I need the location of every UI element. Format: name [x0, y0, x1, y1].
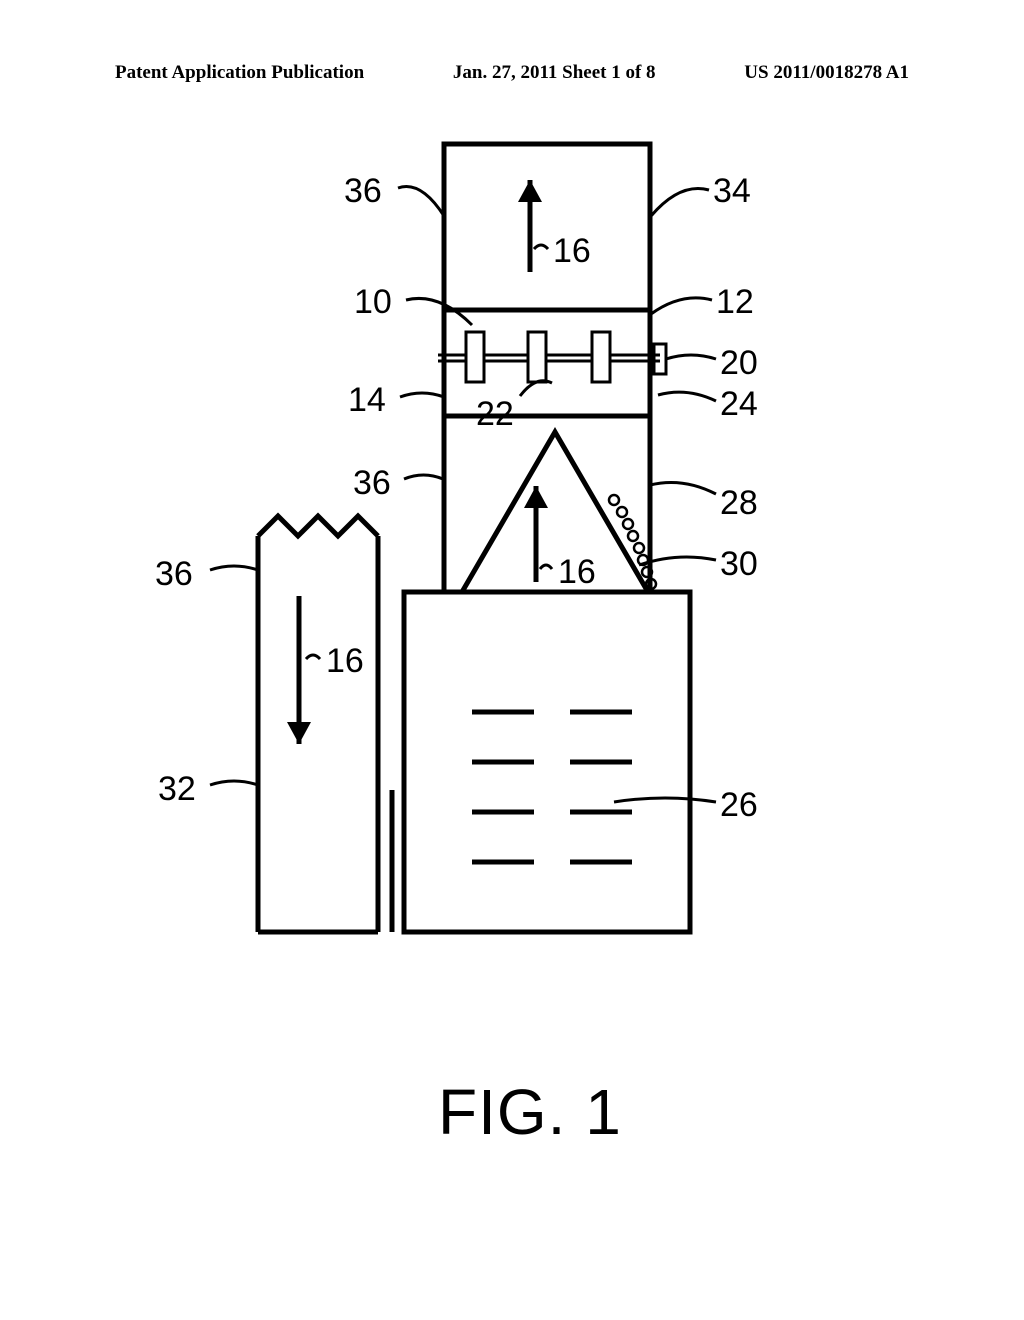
ref-numeral: 28: [720, 484, 758, 523]
ref-numeral: 20: [720, 344, 758, 383]
ref-numeral: 16: [326, 642, 364, 681]
ref-numeral: 26: [720, 786, 758, 825]
ref-numeral: 32: [158, 770, 196, 809]
ref-numeral: 12: [716, 283, 754, 322]
ref-numeral: 36: [155, 555, 193, 594]
ref-numeral: 14: [348, 381, 386, 420]
ref-numeral: 24: [720, 385, 758, 424]
ref-numeral: 36: [353, 464, 391, 503]
ref-numeral: 16: [558, 553, 596, 592]
ref-numeral: 36: [344, 172, 382, 211]
ref-numeral: 34: [713, 172, 751, 211]
ref-numeral: 30: [720, 545, 758, 584]
ref-numeral: 22: [476, 395, 514, 434]
ref-numeral: 10: [354, 283, 392, 322]
ref-numeral: 16: [553, 232, 591, 271]
figure-caption: FIG. 1: [438, 1075, 622, 1149]
